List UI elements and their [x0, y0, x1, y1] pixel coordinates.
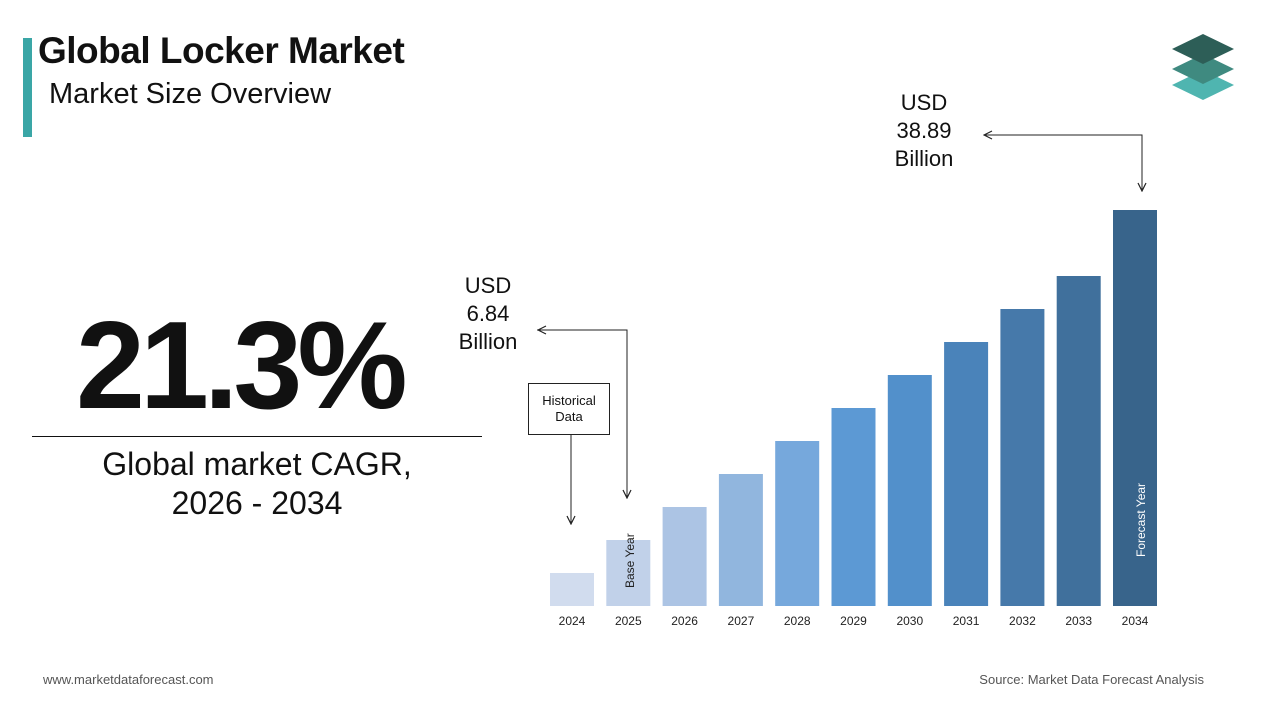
- x-tick-2032: 2032: [1009, 614, 1036, 628]
- bar-2027: [718, 474, 763, 606]
- logo-layer-middle: [1172, 54, 1234, 84]
- cagr-label-line-1: Global market CAGR,: [102, 446, 412, 482]
- page-subtitle: Market Size Overview: [49, 78, 332, 110]
- x-tick-2029: 2029: [840, 614, 867, 628]
- footer-website: www.marketdataforecast.com: [43, 672, 214, 687]
- bar-2029: [831, 408, 876, 606]
- bar-2031: [944, 342, 989, 606]
- x-tick-2030: 2030: [896, 614, 923, 628]
- bar-2032: [1000, 309, 1045, 606]
- x-tick-2031: 2031: [953, 614, 980, 628]
- bar-2030: [887, 375, 932, 606]
- forecast-value-callout: USD 38.89 Billion: [894, 90, 954, 171]
- logo-layer-bottom: [1172, 70, 1234, 100]
- brand-logo-icon: [1172, 34, 1234, 100]
- base-year-arrow: [537, 329, 627, 498]
- x-tick-2025: 2025: [615, 614, 642, 628]
- bar-2025: [606, 540, 651, 606]
- page-title: Global Locker Market: [38, 30, 405, 71]
- cagr-label: Global market CAGR, 2026 - 2034: [32, 445, 482, 523]
- bars-group: [550, 210, 1157, 606]
- bar-2034: [1113, 210, 1157, 606]
- forecast-arrow: [1000, 134, 1142, 191]
- x-tick-2033: 2033: [1065, 614, 1092, 628]
- bar-2033: [1056, 276, 1101, 606]
- bar-2028: [775, 441, 820, 606]
- x-tick-2028: 2028: [784, 614, 811, 628]
- cagr-label-line-2: 2026 - 2034: [171, 485, 343, 521]
- logo-layer-top: [1172, 34, 1234, 64]
- cagr-value: 21.3%: [76, 297, 408, 435]
- base-year-value-callout: USD 6.84 Billion: [458, 273, 518, 354]
- x-axis-labels: 2024 2025 2026 2027 2028 2029 2030 2031 2032 2033…: [559, 614, 1149, 628]
- x-tick-2027: 2027: [728, 614, 755, 628]
- bar-2026: [662, 507, 707, 606]
- x-tick-2026: 2026: [671, 614, 698, 628]
- footer-source: Source: Market Data Forecast Analysis: [979, 672, 1204, 687]
- x-tick-2034: 2034: [1122, 614, 1149, 628]
- forecast-year-label: Forecast Year: [1134, 483, 1148, 557]
- historical-data-label: Historical Data: [528, 383, 610, 435]
- x-tick-2024: 2024: [559, 614, 586, 628]
- base-year-label: Base Year: [623, 533, 637, 588]
- bar-2024: [550, 573, 594, 606]
- title-accent-bar: [23, 38, 32, 137]
- cagr-divider: [32, 436, 482, 437]
